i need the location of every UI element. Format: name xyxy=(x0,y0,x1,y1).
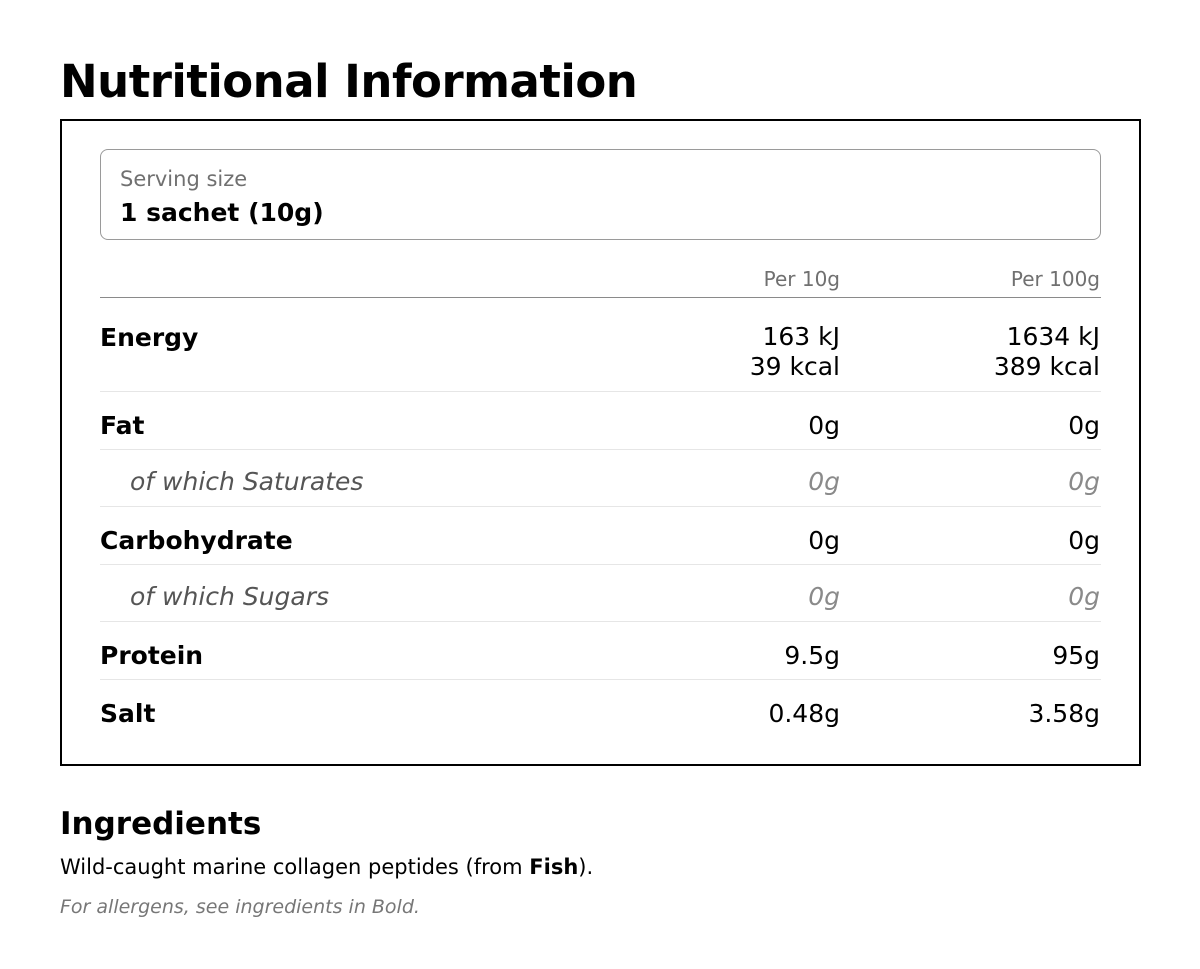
row-label: Fat xyxy=(100,411,145,440)
saturates-per-100g: 0g xyxy=(1068,467,1100,496)
table-row-protein: Protein 9.5g 95g xyxy=(100,622,1101,680)
carbohydrate-per-100g: 0g xyxy=(1068,526,1100,555)
table-row-fat: Fat 0g 0g xyxy=(100,392,1101,450)
ingredients-text: Wild-caught marine collagen peptides (fr… xyxy=(60,851,593,883)
protein-per-10g: 9.5g xyxy=(784,641,840,670)
salt-per-100g: 3.58g xyxy=(1028,699,1100,728)
energy-kj-per-10g: 163 kJ xyxy=(762,322,840,351)
serving-size-value: 1 sachet (10g) xyxy=(120,198,324,227)
table-header-row: Per 10g Per 100g xyxy=(100,261,1101,298)
page-title: Nutritional Information xyxy=(60,55,638,108)
allergen-note: For allergens, see ingredients in Bold. xyxy=(60,896,420,918)
ingredients-text-start: Wild-caught marine collagen peptides (fr… xyxy=(60,855,530,879)
table-row-salt: Salt 0.48g 3.58g xyxy=(100,680,1101,740)
carbohydrate-per-10g: 0g xyxy=(808,526,840,555)
energy-kj-per-100g: 1634 kJ xyxy=(1006,322,1100,351)
serving-size-box: Serving size 1 sachet (10g) xyxy=(100,149,1101,240)
table-row-energy: Energy 163 kJ 39 kcal 1634 kJ 389 kcal xyxy=(100,298,1101,392)
ingredients-heading: Ingredients xyxy=(60,806,262,842)
row-label: of which Sugars xyxy=(130,582,330,611)
table-row-saturates: of which Saturates 0g 0g xyxy=(100,450,1101,507)
nutrition-table: Per 10g Per 100g Energy 163 kJ 39 kcal 1… xyxy=(100,261,1101,740)
sugars-per-100g: 0g xyxy=(1068,582,1100,611)
row-label: of which Saturates xyxy=(130,467,364,496)
column-header-per-100g: Per 100g xyxy=(1010,267,1100,291)
sugars-per-10g: 0g xyxy=(808,582,840,611)
fat-per-100g: 0g xyxy=(1068,411,1100,440)
energy-kcal-per-10g: 39 kcal xyxy=(749,352,840,381)
allergen-ingredient: Fish xyxy=(529,855,579,879)
serving-size-label: Serving size xyxy=(120,167,248,191)
row-label: Salt xyxy=(100,699,156,728)
table-row-carbohydrate: Carbohydrate 0g 0g xyxy=(100,507,1101,565)
column-header-per-10g: Per 10g xyxy=(763,267,840,291)
row-label: Protein xyxy=(100,641,204,670)
row-label: Carbohydrate xyxy=(100,526,293,555)
fat-per-10g: 0g xyxy=(808,411,840,440)
protein-per-100g: 95g xyxy=(1052,641,1100,670)
row-label: Energy xyxy=(100,323,199,352)
table-row-sugars: of which Sugars 0g 0g xyxy=(100,565,1101,622)
salt-per-10g: 0.48g xyxy=(768,699,840,728)
energy-kcal-per-100g: 389 kcal xyxy=(993,352,1100,381)
saturates-per-10g: 0g xyxy=(808,467,840,496)
nutrition-panel: Serving size 1 sachet (10g) Per 10g Per … xyxy=(60,119,1141,766)
ingredients-text-end: ). xyxy=(578,855,594,879)
